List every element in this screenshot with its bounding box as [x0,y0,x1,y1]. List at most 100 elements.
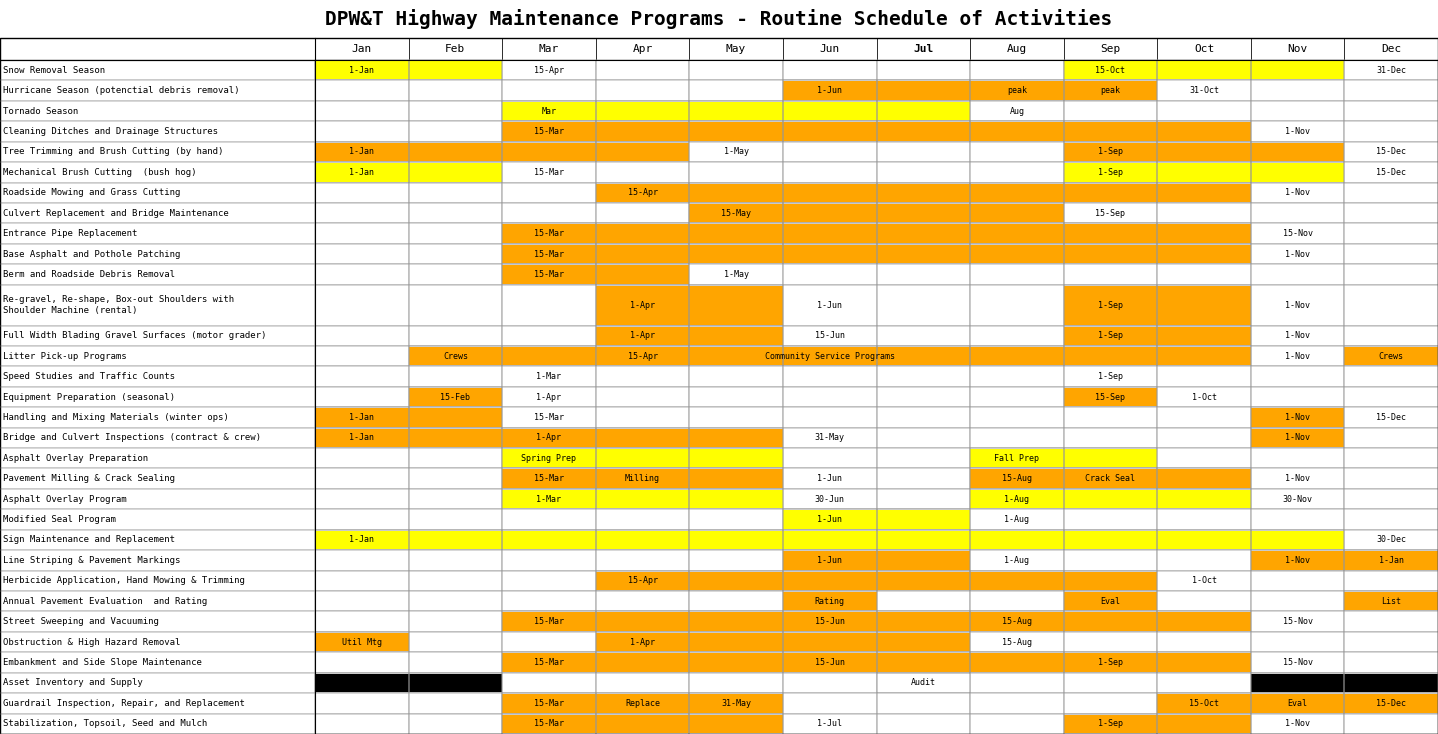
Bar [877,121,971,142]
Bar [1251,346,1345,366]
Bar [1345,387,1438,407]
Bar [782,592,877,611]
Bar [595,327,782,345]
Bar [1064,693,1158,713]
Text: 15-Jun: 15-Jun [815,658,844,667]
Bar [782,346,877,366]
Bar [595,101,689,121]
Bar [1345,183,1438,203]
Text: Mechanical Brush Cutting  (bush hog): Mechanical Brush Cutting (bush hog) [3,168,197,177]
Bar [595,285,689,325]
Bar [595,448,689,468]
Text: 1-Jul: 1-Jul [817,719,843,728]
Bar [408,162,502,183]
Bar [408,60,502,81]
Text: 31-May: 31-May [720,699,751,708]
Bar [502,203,595,223]
Bar [1158,611,1251,632]
Bar [502,121,595,142]
Text: 1-May: 1-May [723,270,749,279]
Bar [1251,653,1345,673]
Text: 1-Aug: 1-Aug [1004,495,1030,504]
Text: 15-Aug: 15-Aug [1002,617,1032,626]
Bar [0,203,315,223]
Bar [1345,653,1438,673]
Bar [1345,101,1438,121]
Bar [689,121,782,142]
Bar [502,203,595,223]
Bar [1064,407,1158,428]
Bar [1158,489,1251,509]
Bar [595,570,689,591]
Bar [502,693,595,713]
Bar [782,468,877,489]
Bar [315,163,502,181]
Bar [689,550,782,570]
Bar [1158,673,1251,693]
Bar [315,408,502,426]
Text: 1-Nov: 1-Nov [1286,188,1310,197]
Bar [315,203,408,223]
Bar [877,325,971,346]
Bar [502,713,595,734]
Text: Pavement Milling & Crack Sealing: Pavement Milling & Crack Sealing [3,474,175,483]
Text: 15-Mar: 15-Mar [533,168,564,177]
Bar [689,183,782,203]
Bar [315,611,408,632]
Bar [1158,285,1251,325]
Bar [971,60,1064,81]
Bar [408,530,502,550]
Bar [689,38,782,60]
Bar [1251,611,1345,632]
Bar [782,183,877,203]
Bar [1064,489,1158,509]
Bar [1158,346,1251,366]
Bar [1064,468,1158,489]
Bar [1345,366,1438,387]
Bar [408,530,502,550]
Bar [689,81,782,101]
Bar [1064,244,1158,264]
Text: Sign Maintenance and Replacement: Sign Maintenance and Replacement [3,536,175,545]
Bar [782,387,877,407]
Bar [1064,693,1158,713]
Bar [1158,693,1251,713]
Bar [315,530,408,550]
Bar [408,653,502,673]
Bar [502,346,595,366]
Bar [782,448,877,468]
Bar [315,468,408,489]
Bar [1158,407,1251,428]
Bar [782,693,877,713]
Bar [782,101,877,121]
Bar [595,530,689,550]
Bar [1158,550,1251,570]
Bar [502,653,595,673]
Bar [408,632,502,653]
Bar [1345,468,1438,489]
Bar [1064,81,1158,101]
Bar [782,713,877,734]
Bar [1345,611,1438,632]
Bar [782,121,877,142]
Bar [1345,38,1438,60]
Bar [502,428,595,448]
Bar [1158,101,1251,121]
Text: Nov: Nov [1287,44,1307,54]
Bar [315,264,408,285]
Bar [1158,162,1251,183]
Bar [502,223,595,244]
Bar [782,121,877,142]
Text: Handling and Mixing Materials (winter ops): Handling and Mixing Materials (winter op… [3,413,229,422]
Bar [1251,60,1345,81]
Bar [1064,448,1158,468]
Bar [877,530,971,550]
Text: 1-Nov: 1-Nov [1286,331,1310,341]
Bar [1345,203,1438,223]
Bar [971,81,1064,101]
Bar [595,387,689,407]
Bar [315,693,408,713]
Text: Litter Pick-up Programs: Litter Pick-up Programs [3,352,127,360]
Bar [502,713,595,734]
Bar [0,653,315,673]
